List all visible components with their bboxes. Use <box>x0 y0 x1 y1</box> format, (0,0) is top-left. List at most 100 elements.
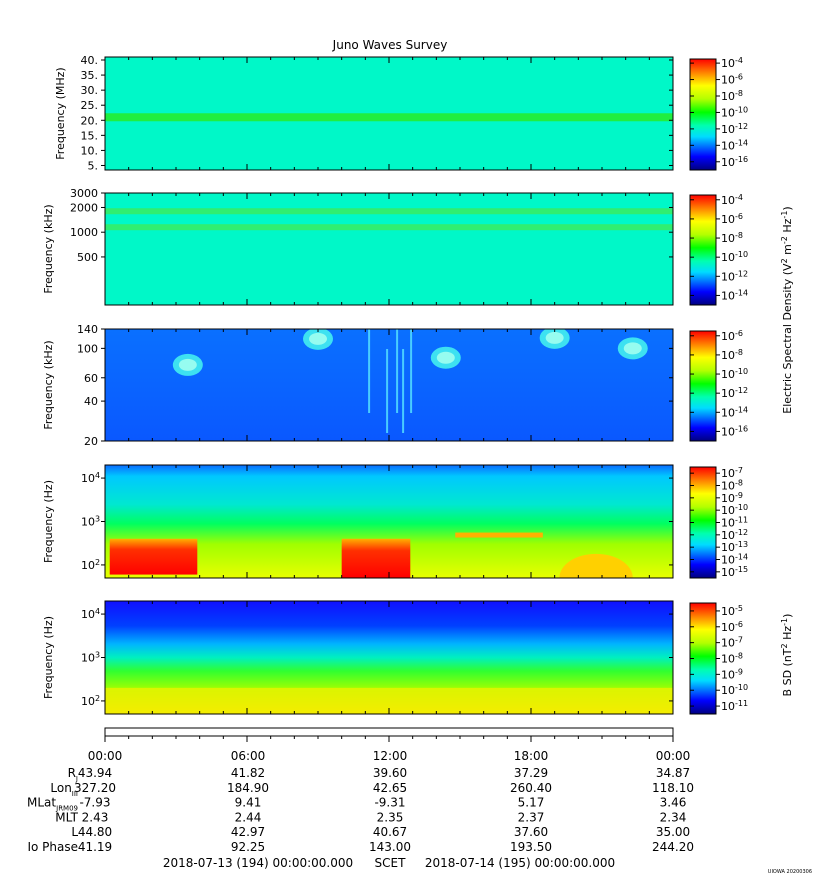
ephem-value: 92.25 <box>231 840 265 854</box>
y-axis-label: Frequency (Hz) <box>42 480 55 563</box>
y-tick-label: 35. <box>81 69 99 82</box>
feature-burst-streak <box>402 349 405 433</box>
colorbar-tick-label: 10-14 <box>721 288 748 303</box>
colorbar-tick-label: 10-12 <box>721 121 748 136</box>
ephem-value: 34.87 <box>656 766 690 780</box>
y-tick-label: 2000 <box>70 201 98 214</box>
ephem-row-label: LonIII <box>50 781 78 798</box>
ephem-value: 40.67 <box>373 825 407 839</box>
y-tick-label: 3000 <box>70 187 98 200</box>
colorbar-2: 10-4 10-6 10-8 10-10 10-12 10-14 <box>689 192 748 306</box>
colorbar-tick-label: 10-8 <box>721 347 743 362</box>
footer-start: 2018-07-13 (194) 00:00:00.000 <box>163 856 353 870</box>
colorbar-tick-label: 10-9 <box>721 490 743 505</box>
colorbar-4: 10-710-810-910-1010-1110-1210-1310-1410-… <box>689 466 748 579</box>
y-tick-label: 103 <box>81 514 100 529</box>
ephem-value: 260.40 <box>510 781 552 795</box>
y-tick-label: 1000 <box>70 226 98 239</box>
colorbar-tick-label: 10-16 <box>721 424 748 439</box>
panel-3: 140 100 60 40 20 Frequency (kHz) <box>42 323 674 448</box>
magnetic-colorbar-label: B SD (nT2 Hz-1) <box>780 614 795 697</box>
colorbar-tick-label: 10-7 <box>721 466 743 481</box>
feature-blob-core <box>309 332 327 345</box>
y-axis-label: Frequency (MHz) <box>54 67 67 159</box>
feature-blob-core <box>545 331 564 344</box>
ephem-value: -7.93 <box>79 796 110 810</box>
colorbar-tick-label: 10-8 <box>721 478 743 493</box>
colorbar-gradient <box>689 58 717 171</box>
time-label: 18:00 <box>514 749 549 763</box>
colorbar-gradient <box>689 194 717 306</box>
y-tick-label: 102 <box>81 693 100 708</box>
colorbar-tick-label: 10-11 <box>721 515 748 530</box>
time-label: 06:00 <box>231 749 266 763</box>
colorbar-tick-label: 10-8 <box>721 89 743 104</box>
svg-text:B SD (nT2 Hz-1): B SD (nT2 Hz-1) <box>780 614 795 697</box>
y-tick-label: 20 <box>84 435 98 448</box>
y-tick-label: 40. <box>81 54 99 67</box>
y-tick-label: 102 <box>81 557 100 572</box>
ephem-value: 37.60 <box>514 825 548 839</box>
y-tick-label: 5. <box>88 159 99 172</box>
feature-band <box>105 208 673 215</box>
colorbar-tick-label: 10-14 <box>721 552 748 567</box>
ephem-value: 5.17 <box>518 796 545 810</box>
feature-burst-streak <box>386 349 389 433</box>
spectrogram-background <box>105 329 673 441</box>
colorbars: 10-410-610-810-1010-1210-1410-1610-410-6… <box>689 56 748 715</box>
colorbar-tick-label: 10-10 <box>721 367 748 382</box>
colorbar-gradient <box>689 466 717 579</box>
ephem-value: -9.31 <box>374 796 405 810</box>
ephem-row-label: L <box>71 825 78 839</box>
ephem-value: 42.97 <box>231 825 265 839</box>
colorbar-tick-label: 10-8 <box>721 651 743 666</box>
colorbar-tick-label: 10-4 <box>721 192 743 207</box>
time-label: 12:00 <box>373 749 408 763</box>
time-label: 00:00 <box>656 749 691 763</box>
ephem-row-label: MLT <box>55 810 78 824</box>
feature-band <box>559 553 633 578</box>
colorbar-tick-label: 10-13 <box>721 540 748 555</box>
y-tick-label: 104 <box>81 471 100 486</box>
colorbar-tick-label: 10-10 <box>721 105 748 120</box>
colorbar-tick-label: 10-5 <box>721 603 743 618</box>
y-tick-label: 60 <box>84 372 98 385</box>
ephem-value: 143.00 <box>369 840 411 854</box>
feature-burst-streak <box>396 329 399 413</box>
ephem-value: 118.10 <box>652 781 694 795</box>
spectrogram-panels: 40. 35. 30. 25. 20. 15. 10. 5. Frequency (MHz) 30… <box>42 54 674 715</box>
colorbar-tick-label: 10-8 <box>721 231 743 246</box>
ephem-value: 39.60 <box>373 766 407 780</box>
y-tick-label: 10. <box>81 144 99 157</box>
panel-5: 104 103 102 Frequency (Hz) <box>42 600 674 715</box>
ephem-row-label: RJ <box>68 766 78 783</box>
y-tick-label: 103 <box>81 650 100 665</box>
feature-blob-core <box>436 351 455 364</box>
y-tick-label: 40 <box>84 395 98 408</box>
colorbar-tick-label: 10-10 <box>721 250 748 265</box>
colorbar-tick-label: 10-7 <box>721 635 743 650</box>
footer-end: 2018-07-14 (195) 00:00:00.000 <box>425 856 615 870</box>
ephem-value: 244.20 <box>652 840 694 854</box>
ephem-value: 184.90 <box>227 781 269 795</box>
colorbar-tick-label: 10-6 <box>721 328 743 343</box>
panel-1: 40. 35. 30. 25. 20. 15. 10. 5. Frequency (MHz) <box>54 54 674 172</box>
time-label: 00:00 <box>88 749 123 763</box>
figure-title: Juno Waves Survey <box>332 38 448 52</box>
colorbar-tick-label: 10-10 <box>721 503 748 518</box>
time-strip <box>104 727 674 737</box>
colorbar-tick-label: 10-6 <box>721 619 743 634</box>
ephem-value: 35.00 <box>656 825 690 839</box>
panel-5-spectrogram <box>105 601 673 714</box>
colorbar-tick-label: 10-6 <box>721 72 743 87</box>
colorbar-tick-label: 10-14 <box>721 138 748 153</box>
svg-text:Electric Spectral Density (V2: Electric Spectral Density (V2 m-2 Hz-1) <box>780 206 795 413</box>
feature-blob-core <box>178 358 197 371</box>
ephem-value: 42.65 <box>373 781 407 795</box>
feature-line <box>455 532 543 538</box>
ephem-value: 37.29 <box>514 766 548 780</box>
colorbar-tick-label: 10-12 <box>721 527 748 542</box>
colorbar-tick-label: 10-14 <box>721 405 748 420</box>
